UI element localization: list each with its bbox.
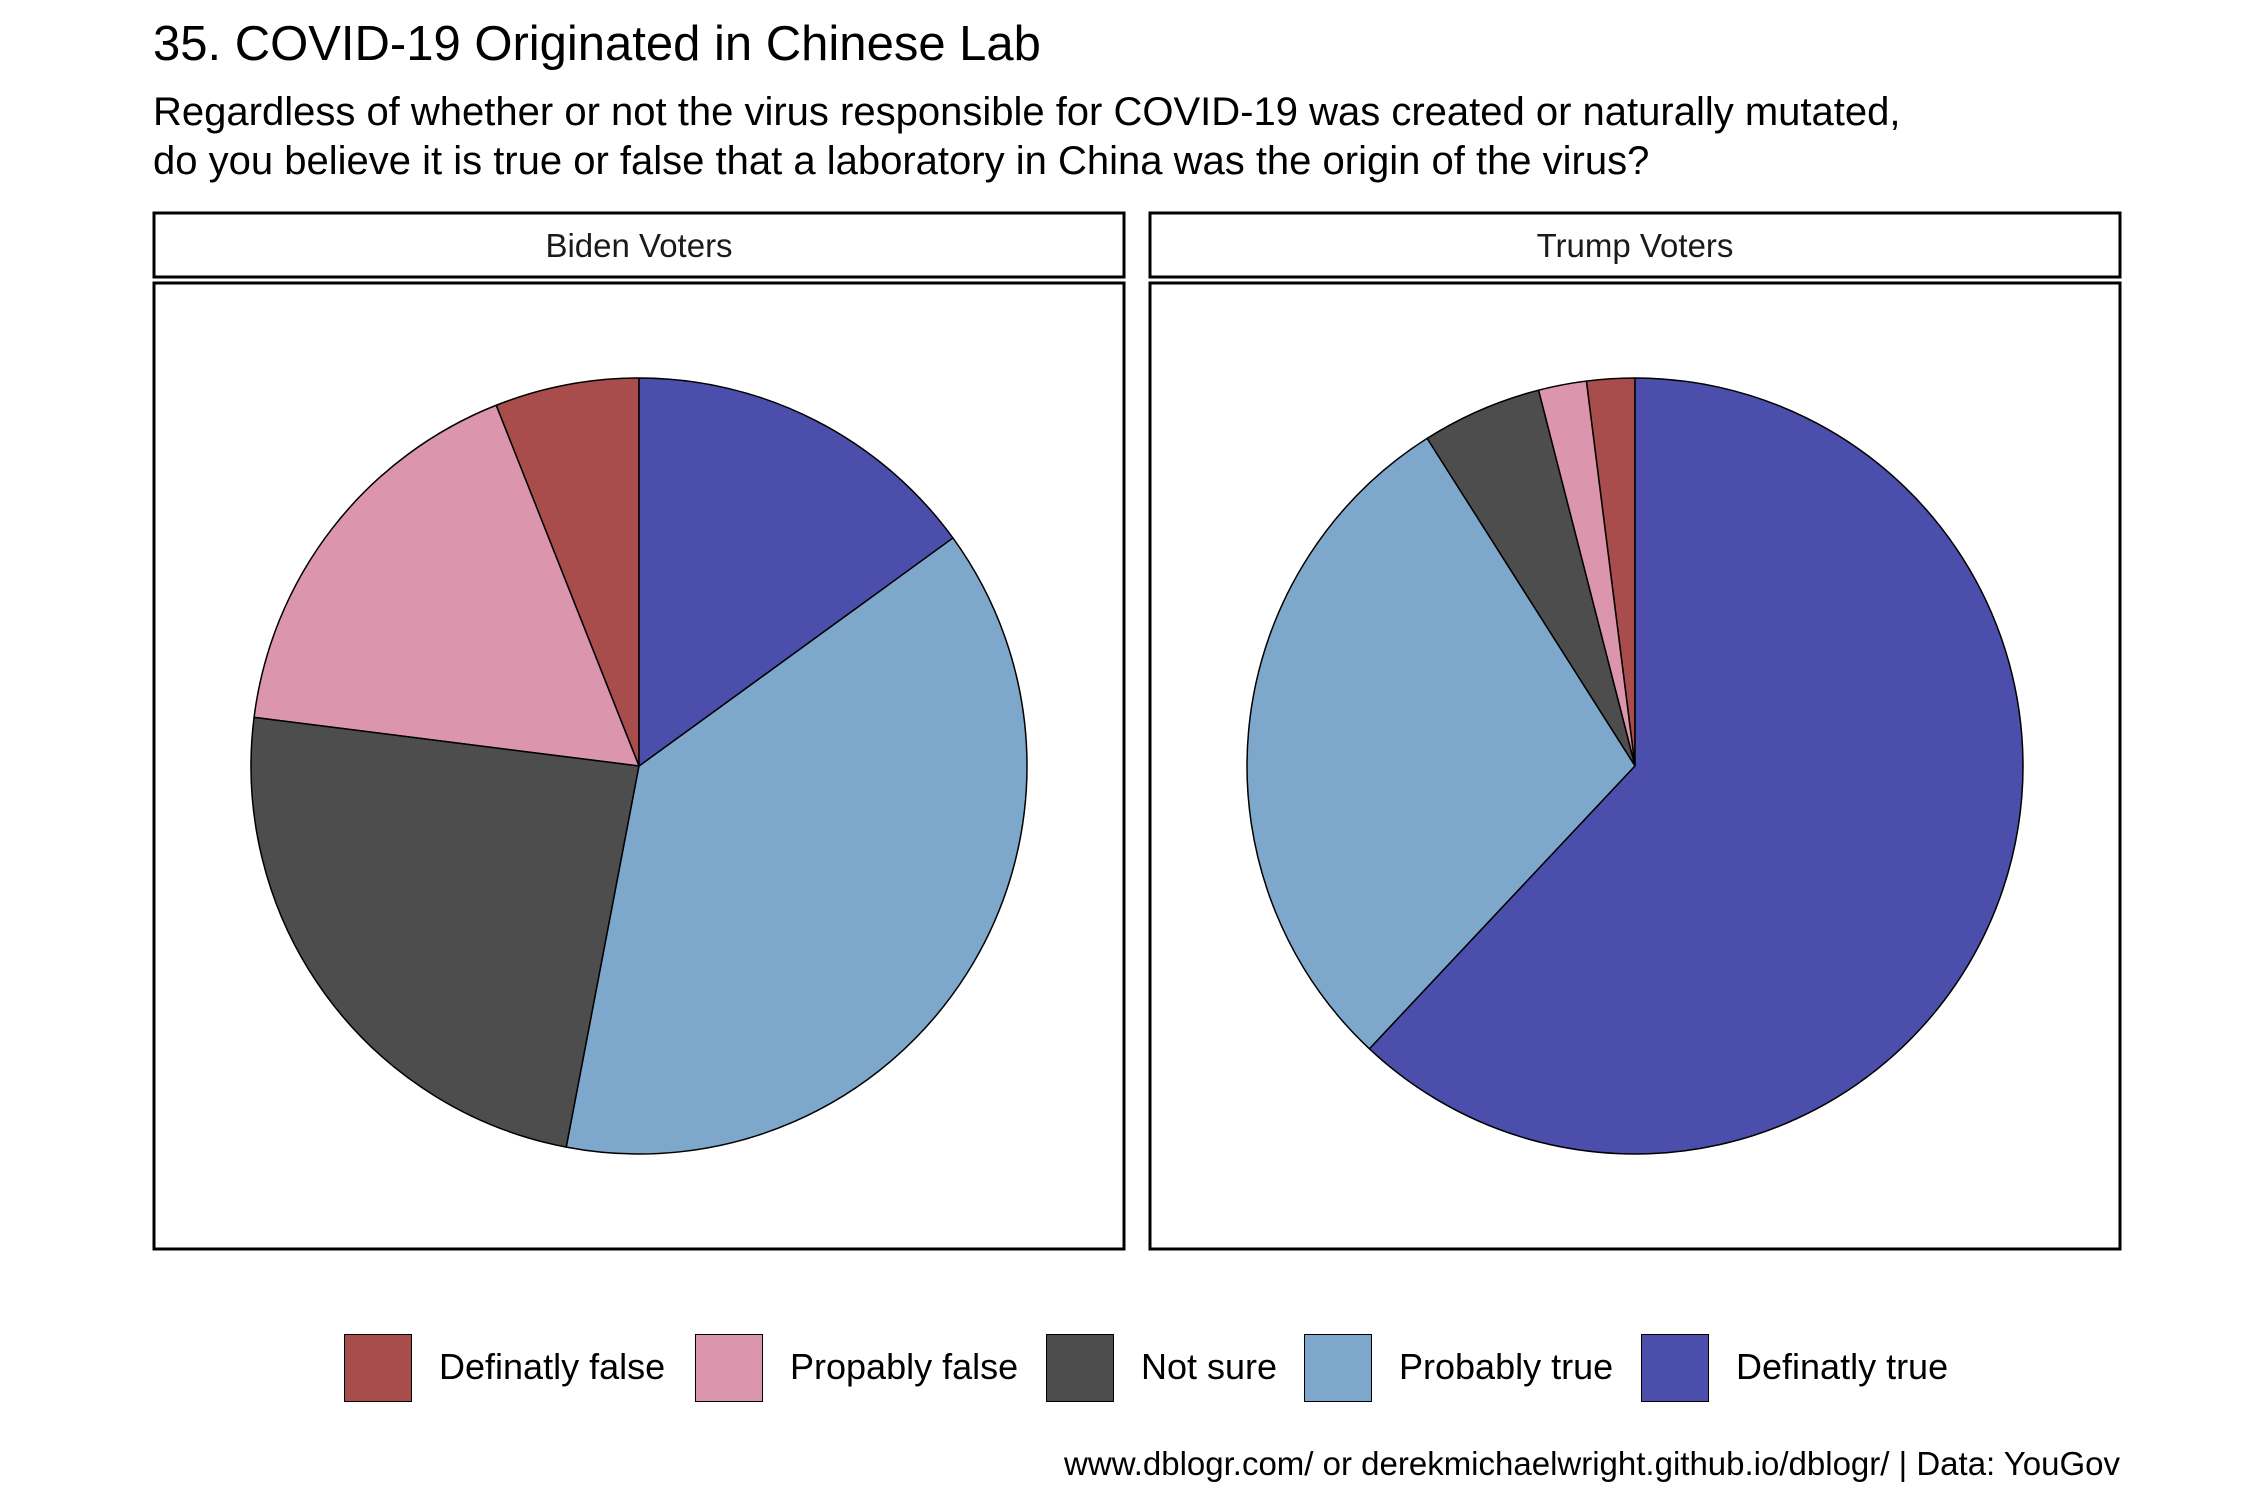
strip-biden-voters	[152, 211, 1126, 279]
pie-slice-biden-voters-probably-true	[565, 537, 1028, 1155]
pie-slice-biden-voters-definatly-true	[638, 377, 954, 767]
pie-slice-biden-voters-not-sure	[250, 716, 640, 1148]
caption: www.dblogr.com/ or derekmichaelwright.gi…	[1064, 1445, 2120, 1482]
legend-label-definatly-false: Definatly false	[439, 1346, 666, 1387]
legend-label-propably-false: Propably false	[790, 1346, 1019, 1387]
pie-trump-voters	[1246, 377, 2024, 1155]
panel-biden-voters: Biden Voters	[152, 211, 1126, 1251]
chart-subtitle: Regardless of whether or not the virus r…	[153, 88, 1901, 186]
legend-swatch-propably-false	[695, 1334, 763, 1402]
legend-swatch-definatly-false	[344, 1334, 412, 1402]
pie-slice-trump-voters-definatly-true	[1368, 377, 2024, 1155]
legend-swatch-definatly-true	[1641, 1334, 1709, 1402]
legend-swatch-probably-true	[1304, 1334, 1372, 1402]
pie-slice-trump-voters-probably-true	[1246, 437, 1636, 1050]
panel-trump-voters: Trump Voters	[1148, 211, 2122, 1251]
strip-label-trump-voters: Trump Voters	[1537, 227, 1734, 264]
legend-label-probably-true: Probably true	[1399, 1346, 1614, 1387]
strip-trump-voters	[1148, 211, 2122, 279]
strip-label-biden-voters: Biden Voters	[545, 227, 732, 264]
legend-label-definatly-true: Definatly true	[1736, 1346, 1949, 1387]
chart-title: 35. COVID-19 Originated in Chinese Lab	[153, 17, 1041, 71]
legend-label-not-sure: Not sure	[1141, 1346, 1278, 1387]
pie-slice-biden-voters-definatly-false	[495, 377, 640, 767]
legend-swatch-not-sure	[1046, 1334, 1114, 1402]
pie-slice-biden-voters-propably-false	[253, 404, 640, 767]
legend: Definatly false Propably false Not sure …	[0, 1332, 2250, 1404]
subtitle-line-1: Regardless of whether or not the virus r…	[153, 90, 1901, 134]
pie-biden-voters	[250, 377, 1028, 1155]
subtitle-line-2: do you believe it is true or false that …	[153, 139, 1650, 183]
